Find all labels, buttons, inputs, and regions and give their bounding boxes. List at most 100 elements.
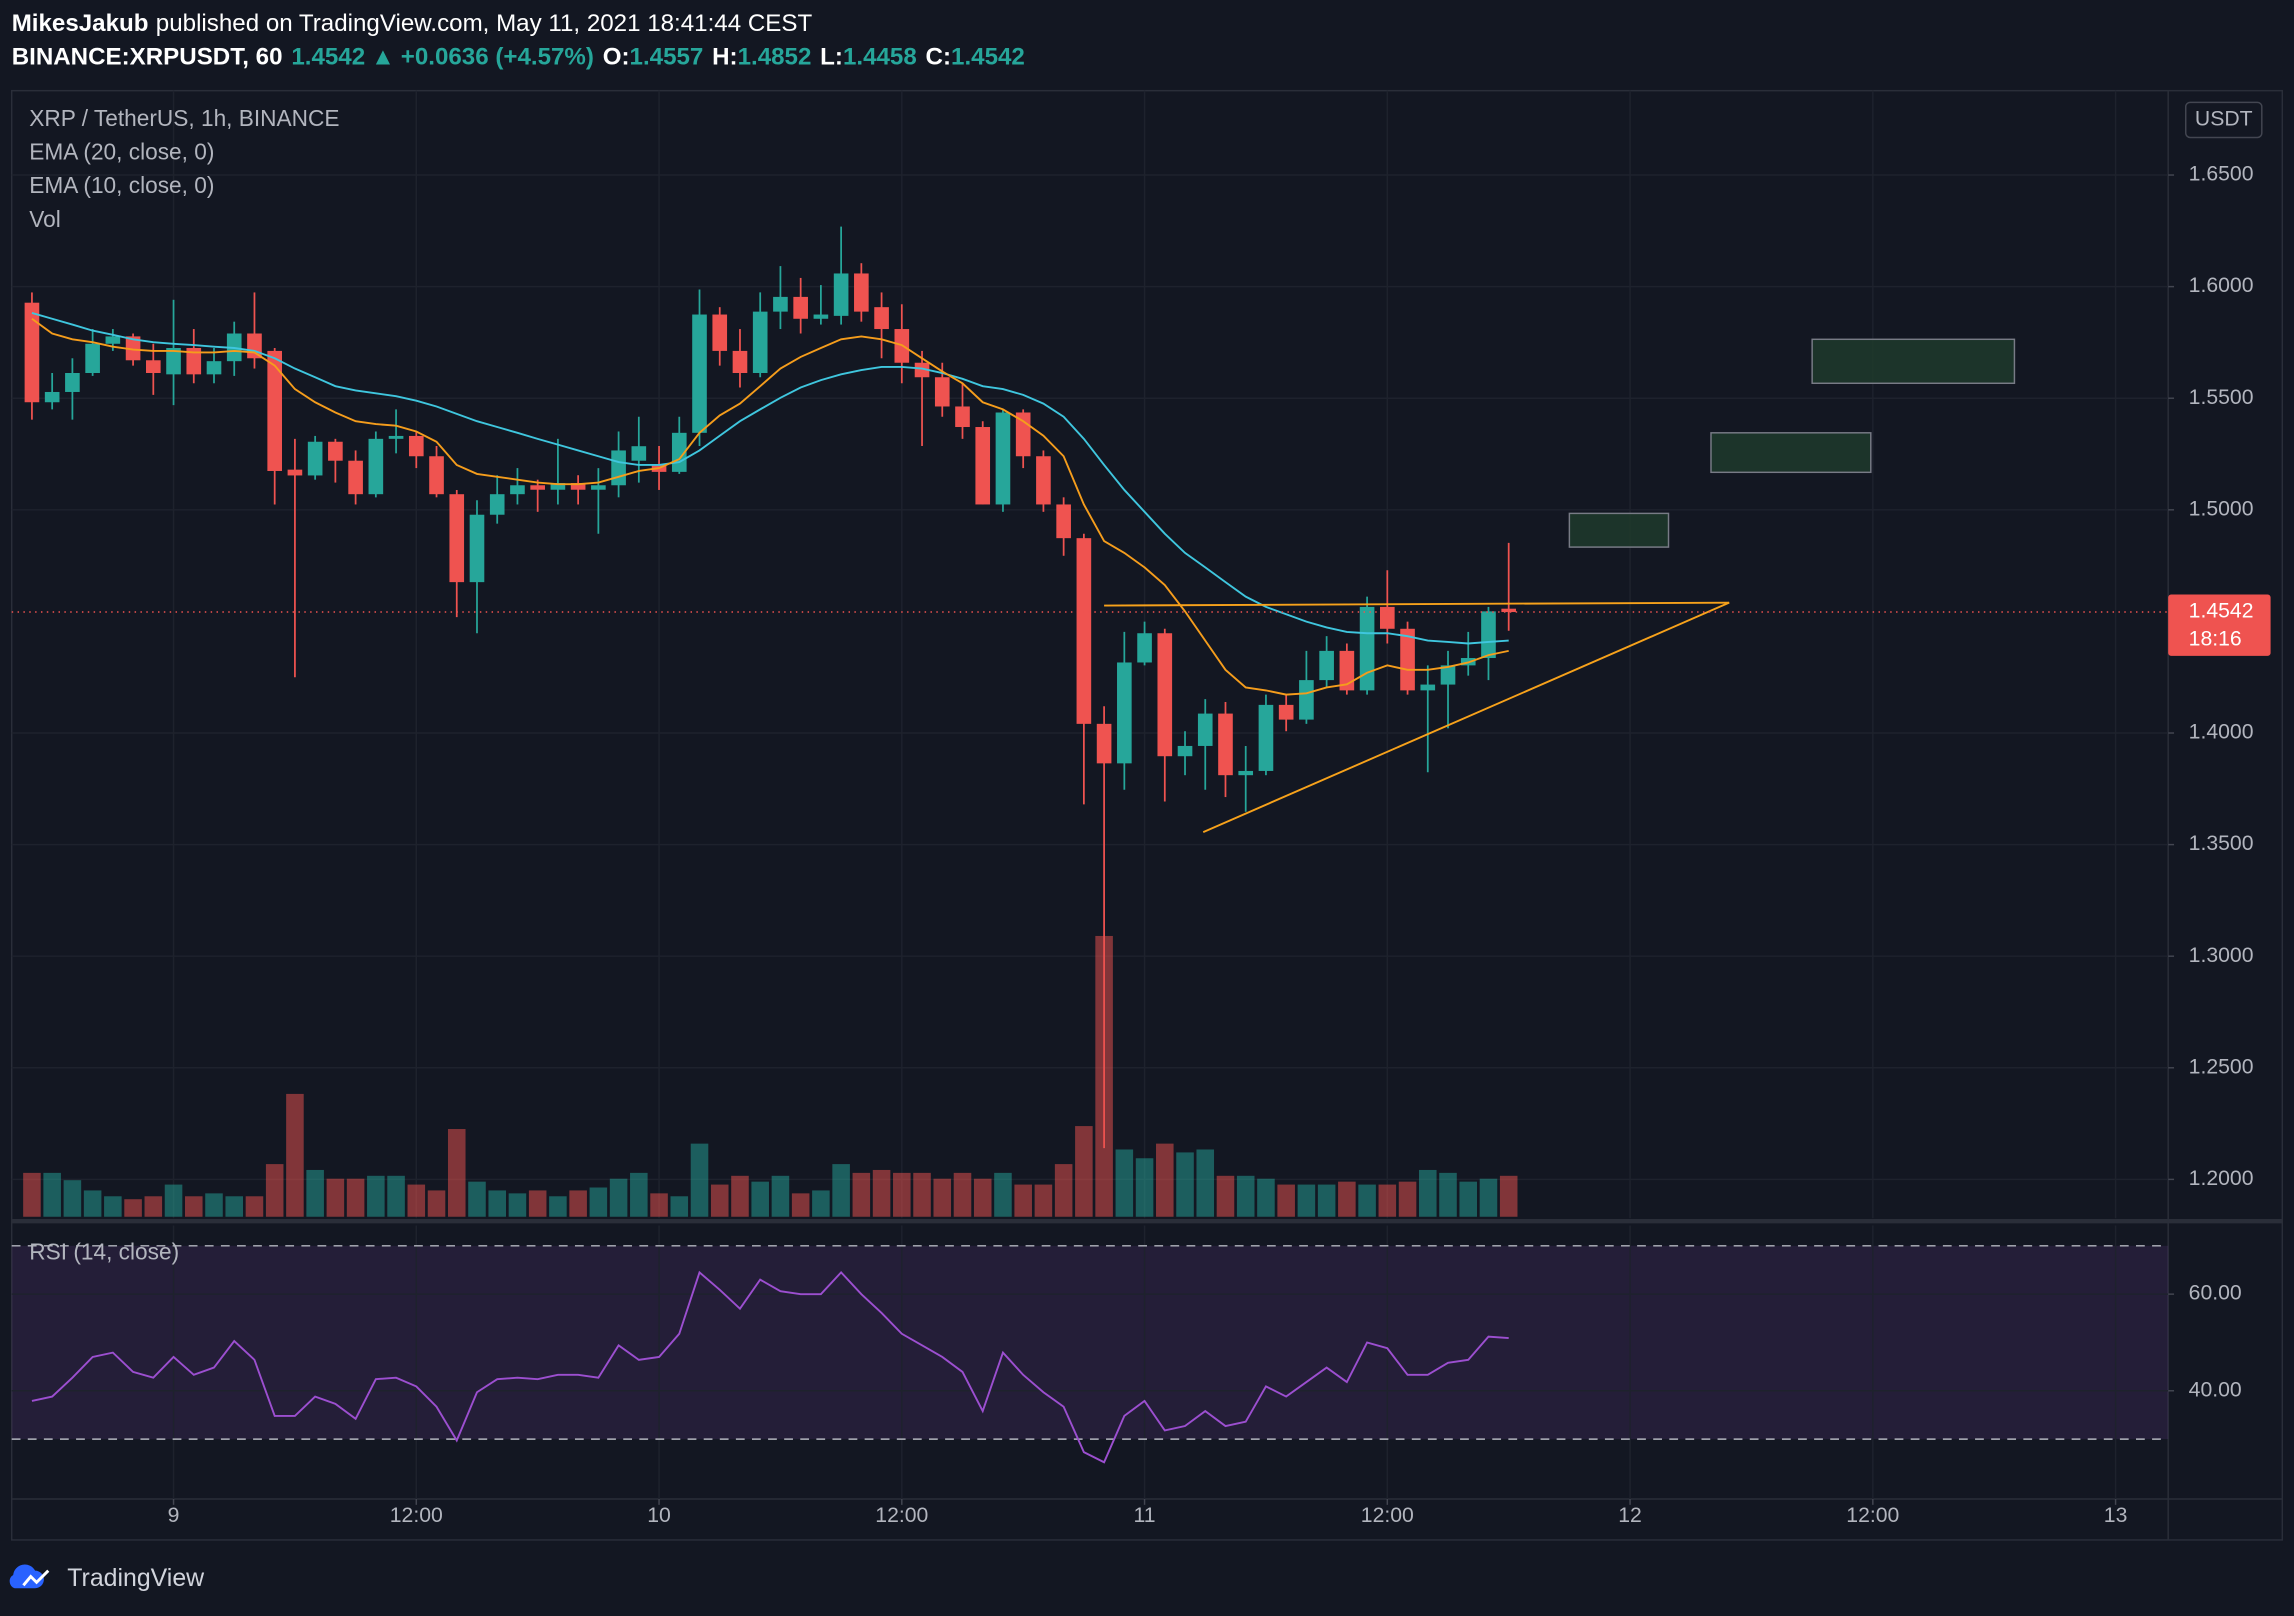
volume-bar — [630, 1172, 648, 1217]
volume-bar — [245, 1196, 264, 1217]
published: published on TradingView.com, May 11, 20… — [156, 10, 813, 37]
volume-bar — [771, 1175, 790, 1217]
volume-bar — [83, 1190, 102, 1217]
volume-bar — [1439, 1172, 1457, 1217]
candle-body — [570, 483, 586, 490]
volume-bar — [1156, 1143, 1174, 1217]
candle-body — [975, 427, 991, 505]
l-value: 1.4458 — [843, 44, 917, 71]
candle-body — [955, 406, 970, 428]
y-tick-label: 1.6500 — [2189, 163, 2254, 186]
symbol: BINANCE:XRPUSDT, 60 — [12, 44, 283, 71]
candle-body — [813, 314, 829, 319]
candle-body — [1096, 723, 1112, 764]
price-tag-label: 1.4542 — [2189, 600, 2254, 623]
logo[interactable]: TradingView — [9, 1564, 206, 1592]
candle-body — [854, 273, 869, 312]
candle-body — [1440, 665, 1456, 685]
legend-entry: Vol — [29, 206, 61, 232]
volume-bar — [164, 1184, 183, 1217]
candle-body — [692, 314, 707, 433]
volume-bar — [1257, 1178, 1275, 1217]
volume-bar — [1176, 1152, 1194, 1217]
header-line-1: MikesJakub published on TradingView.com, … — [12, 10, 813, 37]
candle-body — [388, 435, 404, 439]
rsi-line — [31, 1270, 1509, 1464]
candle-body — [1197, 713, 1213, 746]
volume-bar — [367, 1175, 385, 1217]
volume-bar — [205, 1193, 223, 1217]
volume-bar — [1216, 1175, 1235, 1217]
volume-bar — [528, 1190, 547, 1217]
volume-bar — [872, 1169, 891, 1217]
candle-body — [1501, 608, 1517, 613]
volume-bar — [589, 1187, 608, 1217]
candle-body — [1137, 633, 1152, 663]
candle-body — [1380, 606, 1395, 629]
candle-body — [1319, 650, 1334, 681]
volume-bar — [104, 1196, 122, 1217]
candle-body — [24, 302, 40, 403]
c-value: 1.4542 — [951, 44, 1025, 71]
candle-body — [186, 348, 202, 375]
y-tick-label: 1.2500 — [2189, 1055, 2254, 1078]
volume-bar — [1418, 1169, 1437, 1217]
chart-frame — [10, 89, 2284, 1541]
volume-bar — [1236, 1175, 1255, 1217]
volume-bar — [144, 1196, 163, 1217]
candle-body — [105, 336, 121, 344]
volume-bar — [609, 1178, 628, 1217]
candle-body — [1400, 628, 1415, 691]
volume-bar — [447, 1129, 466, 1217]
candle-body — [307, 441, 323, 476]
candle-body — [995, 412, 1011, 505]
candle-body — [44, 391, 60, 403]
candle-body — [1157, 633, 1173, 757]
candle-body — [1056, 504, 1071, 539]
candle-body — [1238, 770, 1254, 776]
volume-bar — [953, 1172, 972, 1217]
volume-bar — [265, 1164, 284, 1217]
volume-bar — [650, 1193, 668, 1217]
volume-bar — [508, 1193, 527, 1217]
candle-body — [591, 485, 606, 490]
volume-bar — [1014, 1184, 1032, 1217]
candle-body — [1036, 456, 1051, 505]
volume-bar — [1277, 1184, 1295, 1217]
candle-body — [631, 446, 647, 461]
volume-bar — [407, 1184, 426, 1217]
volume-bar — [670, 1196, 689, 1217]
candle-body — [550, 483, 566, 490]
candle-body — [1117, 662, 1132, 764]
candle-body — [145, 360, 161, 374]
candle-body — [530, 485, 545, 490]
candle-body — [1177, 745, 1193, 757]
candle-body — [1420, 684, 1436, 691]
volume-bar — [913, 1172, 931, 1217]
candle-body — [368, 438, 384, 495]
y-tick-label: 40.00 — [2189, 1378, 2242, 1401]
candle-body — [125, 336, 141, 361]
legend: XRP / TetherUS, 1h, BINANCE EMA (20, clo… — [29, 101, 2263, 1264]
volume-bar — [1479, 1178, 1498, 1217]
candle-body — [247, 333, 262, 359]
currency-box[interactable] — [2185, 101, 2263, 139]
volume-bar — [286, 1093, 304, 1217]
x-tick-label: 11 — [1134, 1504, 1156, 1527]
y-tick-label: 1.4000 — [2189, 721, 2254, 744]
candle-body — [793, 296, 808, 319]
volume-bar — [994, 1172, 1012, 1217]
x-tick-label: 12:00 — [875, 1504, 928, 1527]
candle-body — [1359, 606, 1375, 691]
brand: TradingView — [67, 1564, 205, 1592]
trend-line — [1202, 601, 1730, 833]
zone-box — [1710, 432, 1872, 474]
y-tick-label: 1.3500 — [2189, 832, 2254, 855]
price-tag — [2168, 594, 2271, 656]
volume-bar — [549, 1196, 567, 1217]
volume-bar — [43, 1172, 61, 1217]
candle-body — [732, 350, 748, 374]
volume-bar — [690, 1143, 709, 1217]
volume-bar — [710, 1184, 729, 1217]
